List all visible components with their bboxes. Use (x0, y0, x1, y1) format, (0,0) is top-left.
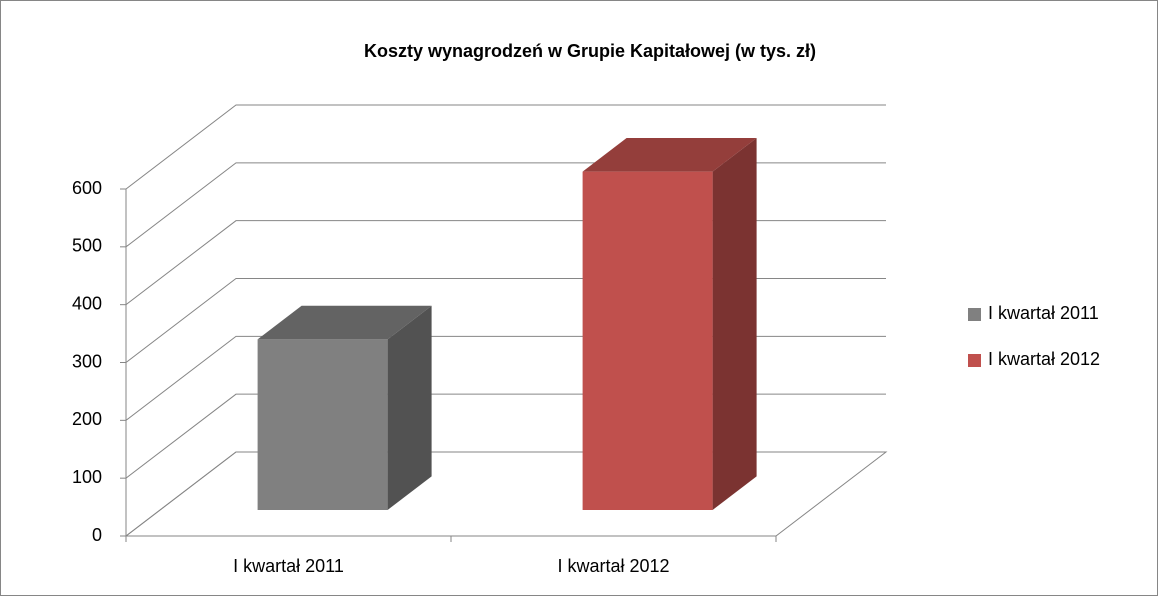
y-tick-label: 200 (72, 409, 102, 429)
y-tick-label: 400 (72, 293, 102, 313)
bar-side (387, 305, 432, 510)
y-tick-label: 100 (72, 467, 102, 487)
bar-front (257, 339, 388, 510)
bar-side (712, 138, 757, 510)
legend-label: I kwartał 2011 (988, 303, 1099, 323)
y-tick-label: 600 (72, 178, 102, 198)
chart-title: Koszty wynagrodzeń w Grupie Kapitałowej … (364, 41, 816, 61)
bar-top (257, 305, 432, 340)
bar-front (582, 171, 713, 510)
legend-swatch (968, 354, 981, 367)
legend-swatch (968, 308, 981, 321)
bar (582, 138, 757, 510)
y-tick-label: 300 (72, 351, 102, 371)
x-tick-label: I kwartał 2011 (233, 556, 344, 576)
bar (257, 305, 432, 510)
y-tick-label: 500 (72, 236, 102, 256)
y-tick-label: 0 (92, 525, 102, 545)
legend-label: I kwartał 2012 (988, 349, 1100, 369)
grid-line (125, 104, 886, 190)
bar-top (582, 138, 757, 172)
x-tick-label: I kwartał 2012 (557, 556, 669, 576)
